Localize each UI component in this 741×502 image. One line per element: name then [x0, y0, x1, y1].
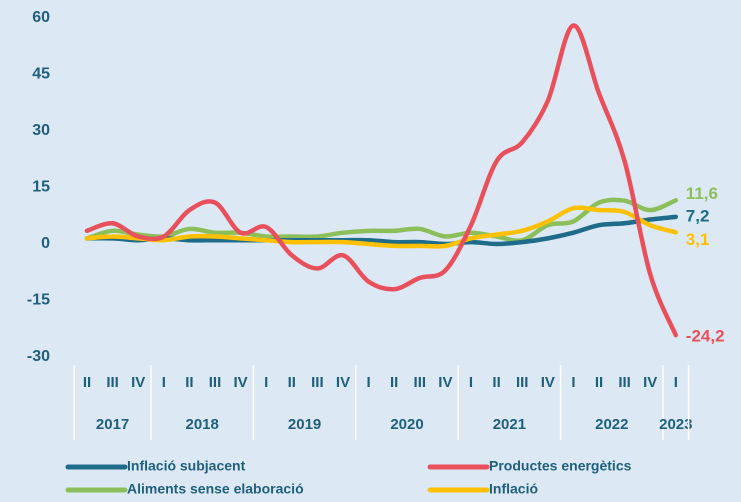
- legend-label: Productes energètics: [489, 458, 632, 474]
- end-label: 11,6: [686, 184, 718, 203]
- series-line: [84, 23, 679, 338]
- y-tick-label: 60: [32, 9, 50, 26]
- series-line: [84, 205, 679, 249]
- x-tick-label: III: [414, 374, 427, 391]
- y-tick-label: 30: [32, 122, 50, 139]
- series-line: [84, 197, 679, 243]
- x-tick-label: IV: [234, 374, 248, 391]
- x-tick-label: II: [390, 374, 398, 391]
- x-tick-label: I: [469, 374, 473, 391]
- x-tick-label: I: [674, 374, 678, 391]
- x-tick-label: I: [162, 374, 166, 391]
- x-tick-label: IV: [336, 374, 350, 391]
- y-tick-label: 45: [32, 66, 50, 83]
- x-tick-label: IV: [643, 374, 657, 391]
- legend-label: Inflació subjacent: [127, 458, 246, 474]
- x-tick-label: II: [288, 374, 296, 391]
- end-label: 7,2: [686, 206, 710, 225]
- x-tick-label: II: [83, 374, 91, 391]
- year-label: 2017: [96, 416, 129, 433]
- legend-label: Inflació: [489, 481, 538, 497]
- x-tick-label: III: [516, 374, 529, 391]
- x-tick-label: III: [209, 374, 222, 391]
- x-tick-label: I: [264, 374, 268, 391]
- year-label: 2022: [595, 416, 628, 433]
- x-tick-label: II: [185, 374, 193, 391]
- end-label: 3,1: [686, 230, 710, 249]
- y-tick-label: -15: [27, 292, 50, 309]
- year-label: 2019: [288, 416, 321, 433]
- end-label: -24,2: [686, 327, 725, 346]
- x-tick-label: III: [311, 374, 324, 391]
- y-tick-label: 0: [41, 235, 50, 252]
- year-label: 2018: [186, 416, 219, 433]
- y-tick-label: -30: [27, 348, 50, 365]
- x-tick-label: IV: [541, 374, 555, 391]
- x-tick-label: III: [106, 374, 119, 391]
- year-label: 2023: [659, 416, 692, 433]
- y-tick-label: 15: [32, 179, 50, 196]
- x-tick-label: I: [367, 374, 371, 391]
- year-label: 2021: [493, 416, 526, 433]
- x-tick-label: II: [595, 374, 603, 391]
- x-tick-label: III: [618, 374, 631, 391]
- series-line: [84, 214, 679, 247]
- x-tick-label: II: [492, 374, 500, 391]
- x-tick-label: I: [571, 374, 575, 391]
- x-tick-label: IV: [131, 374, 145, 391]
- x-tick-label: IV: [438, 374, 452, 391]
- year-label: 2020: [390, 416, 423, 433]
- legend-label: Aliments sense elaboració: [127, 481, 304, 497]
